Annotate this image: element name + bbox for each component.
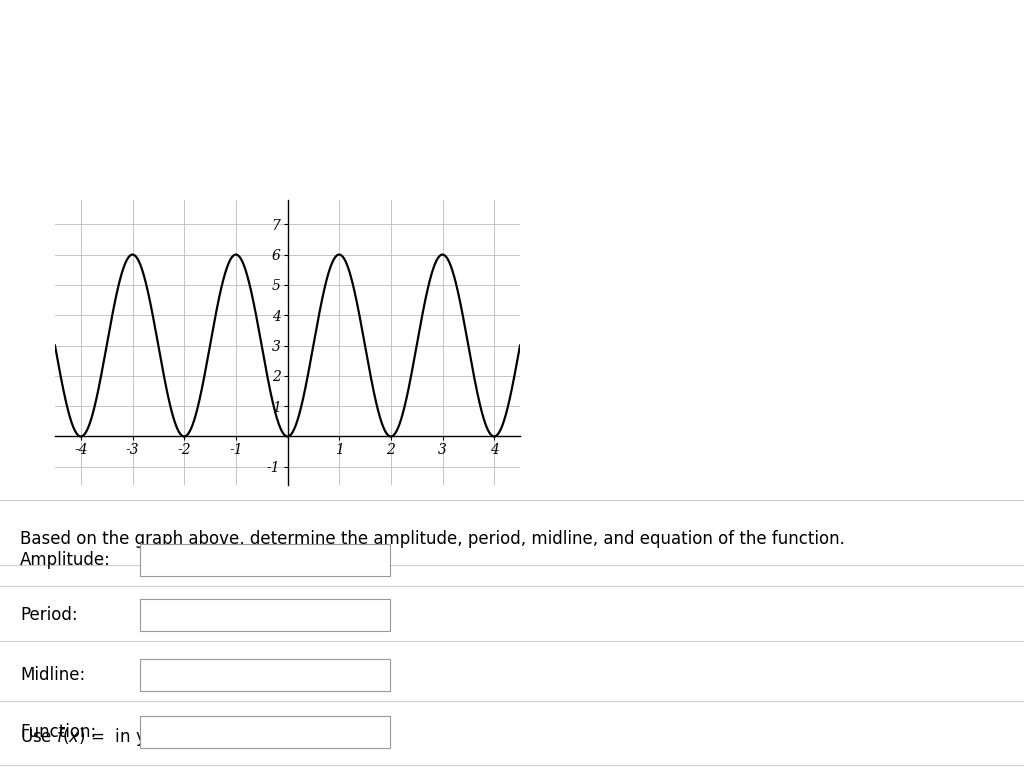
Text: Amplitude:: Amplitude: <box>20 551 111 569</box>
Text: Function:: Function: <box>20 723 96 741</box>
Text: Use $f(x)$ =  in your answer below.: Use $f(x)$ = in your answer below. <box>20 726 298 748</box>
Text: 6: 6 <box>148 551 159 569</box>
Text: Midline:: Midline: <box>20 666 85 684</box>
Text: $y = 6$: $y = 6$ <box>148 665 190 685</box>
Text: Period:: Period: <box>20 606 78 624</box>
Text: Based on the graph above, determine the amplitude, period, midline, and equation: Based on the graph above, determine the … <box>20 530 845 548</box>
